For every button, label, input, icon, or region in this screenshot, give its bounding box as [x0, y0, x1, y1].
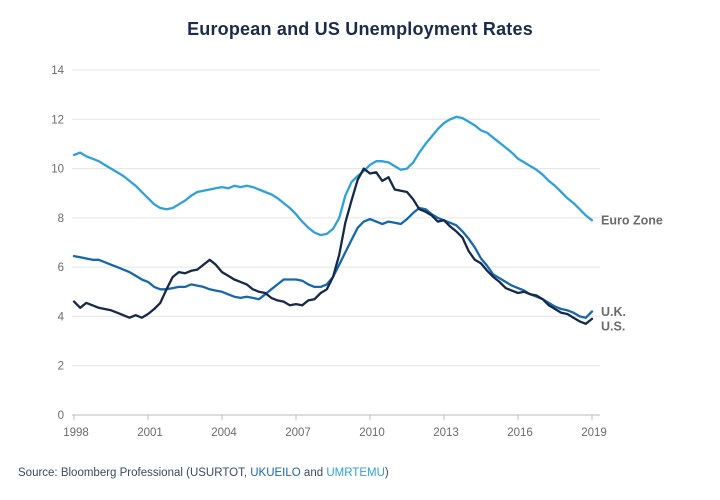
y-tick-label: 10 — [51, 164, 64, 176]
series-label-euro-zone: Euro Zone — [601, 214, 663, 228]
source-ticker-umrtemu: UMRTEMU — [326, 467, 385, 479]
y-tick-label: 12 — [51, 114, 64, 126]
x-tick-label: 2010 — [359, 427, 385, 439]
x-tick-label: 2001 — [137, 427, 163, 439]
source-ticker-ukueilo: UKUEILO — [250, 467, 301, 479]
series-line-u-k — [72, 206, 594, 319]
y-tick-label: 14 — [51, 65, 64, 77]
x-tick-label: 1998 — [63, 427, 89, 439]
series-label-u-k: U.K. — [601, 305, 626, 319]
source-prefix: Source: Bloomberg Professional (USURTOT, — [18, 467, 251, 479]
chart-title: European and US Unemployment Rates — [187, 19, 533, 39]
source-note: Source: Bloomberg Professional (USURTOT,… — [18, 467, 389, 479]
x-tick-label: 2016 — [507, 427, 533, 439]
source-suffix: ) — [384, 467, 389, 479]
y-tick-label: 8 — [58, 213, 64, 225]
y-tick-label: 4 — [58, 311, 65, 323]
x-tick-label: 2013 — [433, 427, 459, 439]
series-line-u-s — [72, 167, 594, 325]
y-tick-label: 0 — [58, 410, 64, 422]
y-tick-label: 6 — [58, 262, 64, 274]
series-line-euro-zone — [72, 115, 594, 237]
x-tick-label: 2007 — [285, 427, 311, 439]
series-label-u-s: U.S. — [601, 319, 625, 333]
x-tick-label: 2019 — [581, 427, 607, 439]
y-tick-label: 2 — [58, 361, 64, 373]
source-connector: and — [300, 467, 327, 479]
x-tick-label: 2004 — [211, 427, 237, 439]
